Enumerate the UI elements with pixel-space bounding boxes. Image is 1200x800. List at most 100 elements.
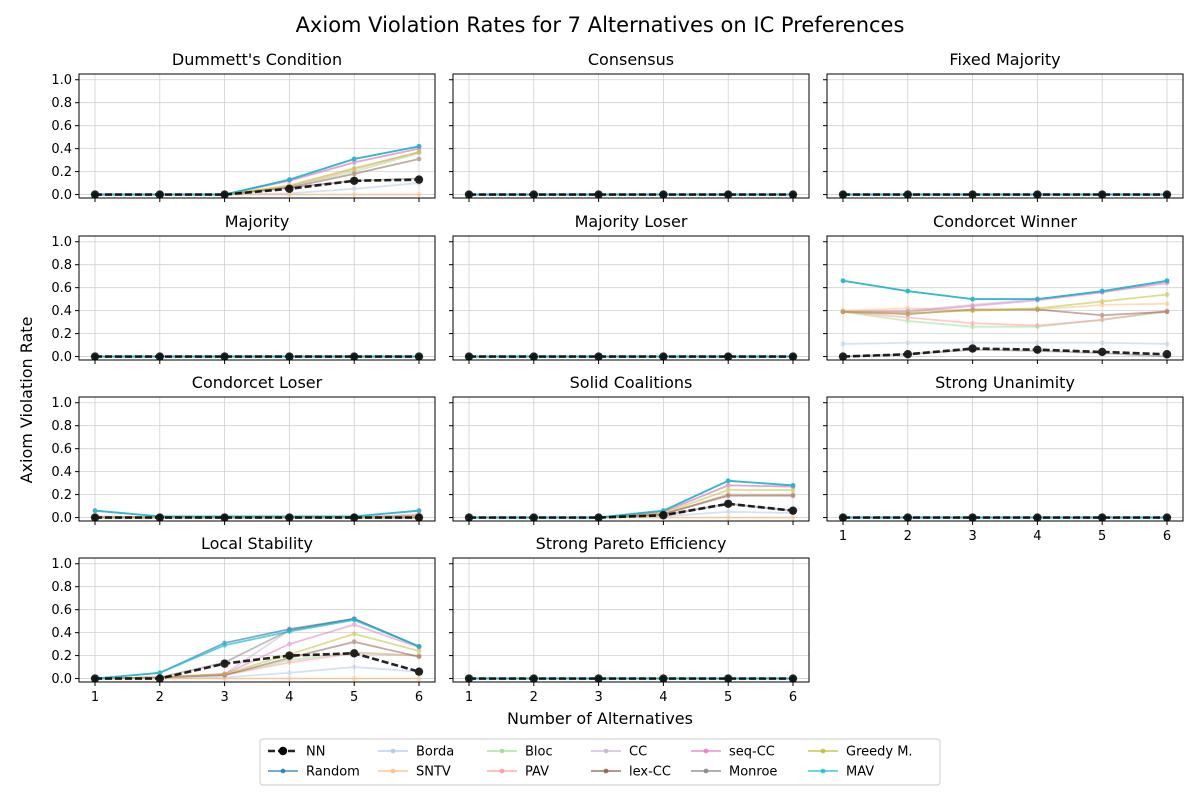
legend-entry-lex-cc: lex-CC (591, 765, 671, 780)
legend-marker (390, 748, 396, 754)
y-tick-label: 1.0 (51, 235, 72, 250)
data-point-mav (287, 629, 292, 634)
legend-label: CC (629, 745, 647, 760)
data-point-nn (724, 352, 733, 361)
data-point-greedy-m (351, 631, 357, 637)
data-point-nn (464, 190, 474, 199)
data-point-nn (350, 352, 359, 361)
data-point-mav (1099, 288, 1105, 294)
series-nn (90, 649, 424, 683)
series-line-seq-cc (843, 282, 1168, 313)
data-point-nn (350, 513, 359, 522)
data-point-nn (1098, 347, 1107, 357)
data-point-nn (724, 499, 733, 508)
y-tick-label: 0.4 (51, 304, 72, 319)
x-tick-label: 6 (415, 690, 423, 705)
data-point-nn (968, 513, 977, 522)
data-point-nn (464, 513, 474, 522)
series-line-cc (842, 281, 1168, 313)
legend: NN Random Borda SNTV Bloc PAV CC lex-CC seq-CC Mo… (259, 738, 941, 786)
data-point-borda (287, 670, 292, 676)
series-borda (840, 340, 1170, 347)
data-point-greedy-m (905, 310, 911, 316)
data-point-mav (1164, 278, 1170, 284)
data-point-nn (1098, 513, 1107, 522)
data-point-sntv (351, 676, 357, 681)
data-point-mav (416, 143, 422, 149)
data-point-nn (838, 513, 848, 522)
data-point-borda (351, 664, 357, 670)
data-point-mav (790, 483, 796, 488)
legend-entry-mav: MAV (808, 765, 874, 780)
series-random (92, 616, 422, 681)
series-line-nn (469, 502, 794, 519)
data-point-nn (1162, 513, 1172, 522)
series-mav (466, 478, 796, 520)
legend-label: Monroe (729, 765, 777, 780)
x-tick-label: 1 (91, 690, 99, 705)
y-tick-label: 0.0 (51, 672, 72, 687)
subplot-frame (452, 235, 810, 361)
legend-entry-borda: Borda (378, 745, 454, 760)
data-point-sntv (725, 515, 731, 520)
data-point-nn (788, 674, 798, 683)
y-tick-label: 0.0 (51, 188, 72, 203)
y-tick-label: 0.4 (51, 465, 72, 480)
y-tick-label: 0.8 (51, 419, 72, 434)
subplot-frame (78, 235, 436, 361)
series-line-nn (842, 347, 1168, 358)
data-point-nn (1033, 345, 1042, 354)
legend-entry-cc: CC (591, 745, 647, 760)
legend-marker (278, 746, 288, 756)
data-point-pav (905, 315, 911, 320)
data-point-sntv (416, 676, 422, 681)
data-point-nn (220, 513, 229, 522)
data-point-mav (970, 296, 975, 302)
y-tick-label: 0.0 (51, 350, 72, 365)
data-point-nn (90, 513, 100, 522)
y-tick-label: 0.2 (51, 327, 72, 342)
data-point-pav (970, 320, 975, 326)
legend-label: Borda (416, 745, 454, 760)
data-point-nn (285, 651, 294, 660)
y-tick-label: 1.0 (51, 396, 72, 411)
legend-entry-monroe: Monroe (691, 765, 777, 780)
data-point-nn (594, 513, 603, 522)
subplot-dummett-s-condition: Dummett's Condition 0.0 0.2 0.4 0.6 0.8 1.0 (51, 50, 436, 203)
y-tick-label: 0.6 (51, 442, 72, 457)
data-point-borda (970, 340, 975, 346)
data-point-nn (414, 513, 424, 522)
x-tick-label: 2 (530, 690, 538, 705)
series-nn (838, 513, 1172, 522)
subplot-title: Fixed Majority (949, 50, 1060, 69)
y-tick-label: 0.2 (51, 165, 72, 180)
series-nn (464, 499, 798, 522)
data-point-nn (1033, 190, 1042, 199)
subplot-frame (78, 396, 436, 522)
data-point-nn (350, 176, 359, 185)
x-tick-label: 1 (839, 529, 847, 544)
data-point-nn (1033, 513, 1042, 522)
subplot-frame (826, 396, 1184, 522)
data-point-nn (529, 513, 538, 522)
legend-entry-sntv: SNTV (378, 765, 451, 780)
data-point-seq-cc (725, 483, 731, 488)
data-point-bloc (970, 324, 975, 330)
series-nn (90, 175, 424, 199)
subplot-fixed-majority: Fixed Majority (823, 50, 1184, 202)
data-point-nn (903, 513, 912, 522)
data-point-lex-cc (416, 156, 422, 162)
data-point-nn (90, 674, 100, 683)
series-nn (90, 513, 424, 522)
x-tick-label: 4 (659, 690, 667, 705)
series-greedy-m (92, 149, 422, 197)
data-point-borda (1164, 341, 1170, 347)
data-point-nn (464, 352, 474, 361)
legend-entry-seq-cc: seq-CC (691, 745, 775, 760)
data-point-nn (788, 190, 798, 199)
data-point-mav (416, 508, 422, 514)
subplot-frame (452, 73, 810, 199)
data-point-nn (968, 344, 977, 353)
legend-entry-bloc: Bloc (487, 745, 553, 760)
